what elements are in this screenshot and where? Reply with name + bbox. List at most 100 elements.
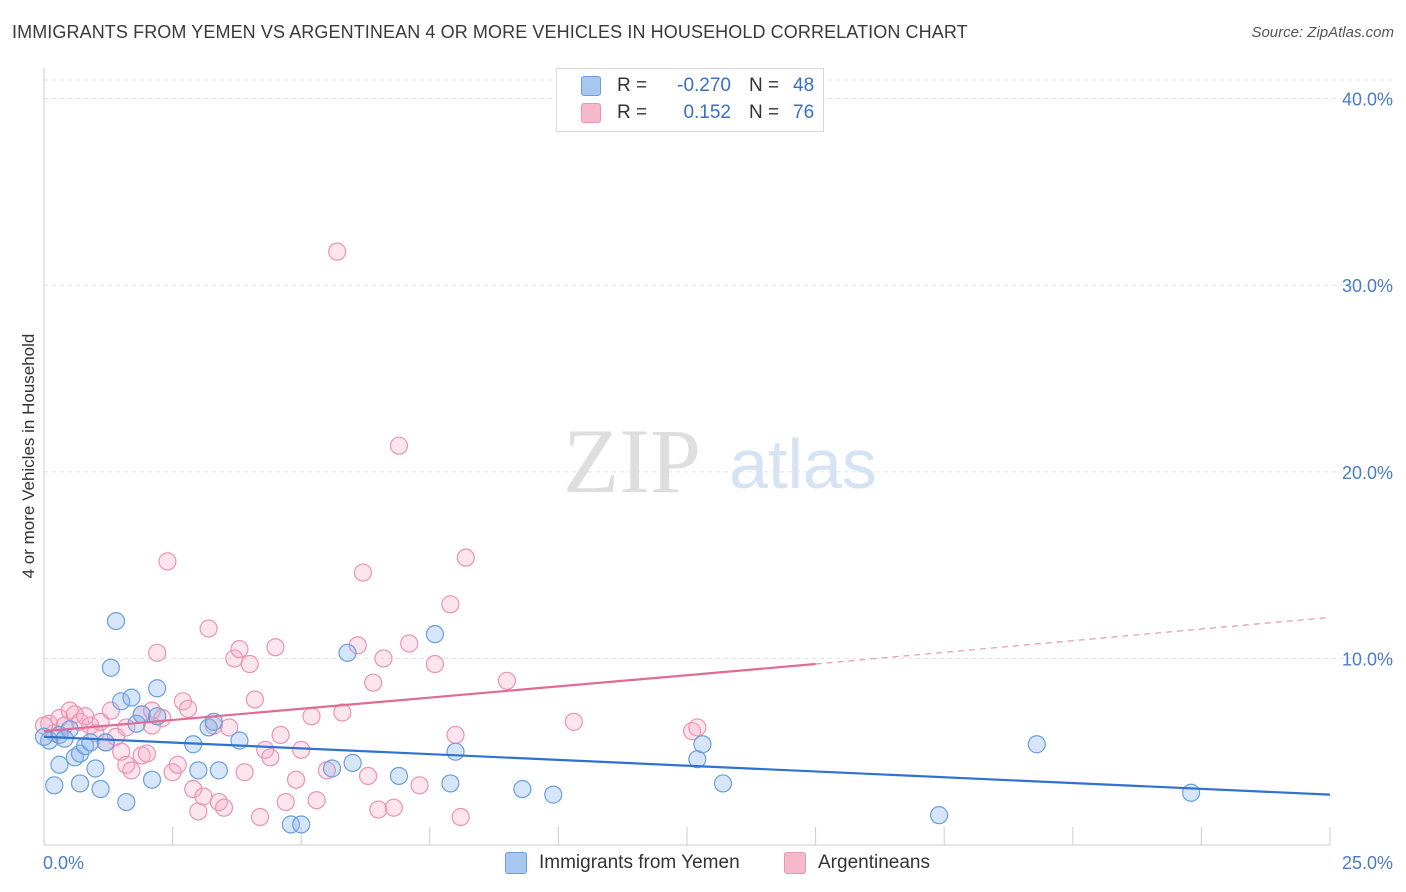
data-point [281, 815, 301, 834]
data-point [302, 707, 321, 726]
data-point [148, 679, 167, 698]
x-tick-label: 25.0% [1342, 853, 1393, 873]
data-point [261, 748, 280, 767]
data-point [132, 705, 151, 724]
data-point [50, 755, 69, 774]
data-point [199, 619, 218, 638]
data-point [292, 815, 311, 834]
legend-item-yemen: Immigrants from Yemen [505, 852, 740, 874]
legend-item-argentineans: Argentineans [784, 852, 930, 874]
data-point [122, 761, 141, 780]
data-point [929, 806, 949, 825]
data-point [148, 643, 167, 662]
data-point [338, 643, 357, 662]
data-point [137, 744, 156, 763]
legend-r-value-argentineans: 0.152 [683, 102, 731, 123]
data-point [194, 787, 213, 806]
data-point [400, 634, 419, 653]
data-point [1027, 735, 1046, 754]
legend-r-label: R = [617, 102, 648, 123]
data-point [410, 776, 429, 795]
data-point [106, 611, 126, 631]
data-point [425, 625, 445, 644]
data-point [184, 779, 203, 799]
trend-lines [43, 616, 1331, 796]
data-point [209, 761, 228, 780]
data-point [70, 712, 90, 731]
grid-lines [44, 79, 1392, 659]
y-tick-labels: 10.0% 20.0% 30.0% 40.0% [1342, 90, 1393, 670]
data-point [45, 776, 64, 795]
data-point [199, 718, 218, 737]
data-point [389, 766, 409, 786]
data-point [276, 792, 295, 812]
watermark-zip: ZIP [563, 410, 701, 512]
trend-line-argentineans-extension [815, 616, 1331, 665]
y-axis-label: 4 or more Vehicles in Household [19, 334, 38, 579]
legend-label-yemen: Immigrants from Yemen [539, 852, 740, 873]
data-point [101, 658, 120, 677]
data-point [178, 699, 198, 718]
trend-line-argentineans [43, 662, 816, 733]
data-point [214, 798, 234, 817]
data-point [86, 723, 105, 743]
data-point [117, 755, 136, 774]
data-point [230, 639, 249, 659]
data-point [86, 759, 105, 778]
data-point [688, 718, 707, 737]
y-tick-label: 20.0% [1342, 463, 1393, 483]
data-point [271, 725, 290, 745]
data-point [364, 673, 383, 692]
data-point [235, 763, 254, 782]
data-point [70, 774, 90, 793]
data-point [343, 753, 362, 773]
data-point [189, 761, 208, 780]
axes [43, 68, 1331, 846]
data-point [96, 733, 115, 752]
data-point [513, 779, 532, 799]
legend-swatch-argentineans [581, 103, 601, 123]
data-point [358, 766, 378, 786]
data-point [240, 654, 259, 674]
data-point [158, 552, 177, 571]
data-point [209, 792, 228, 812]
legend-swatch-yemen [505, 852, 527, 874]
y-tick-label: 10.0% [1342, 649, 1393, 669]
data-point [117, 792, 136, 812]
series-argentineans [34, 242, 707, 827]
data-point [456, 548, 475, 567]
legend-n-label: N = [749, 75, 780, 96]
data-point [91, 779, 110, 799]
legend-row-argentineans: R = 0.152 N = 76 [581, 100, 814, 126]
data-point [369, 800, 388, 819]
x-tick-label: 0.0% [43, 853, 84, 873]
legend-r-value-yemen: -0.270 [677, 75, 731, 96]
data-point [441, 595, 460, 614]
y-tick-label: 40.0% [1342, 90, 1393, 110]
legend-r-label: R = [617, 75, 648, 96]
data-point [81, 733, 100, 752]
data-point [122, 688, 141, 707]
data-point [168, 755, 187, 774]
data-point [353, 563, 373, 582]
data-point [374, 649, 393, 668]
legend-row-yemen: R = -0.270 N = 48 [581, 73, 814, 99]
legend-n-value-yemen: 48 [793, 75, 815, 96]
data-point [425, 654, 445, 674]
data-point [333, 703, 352, 722]
data-point [564, 712, 583, 731]
data-point [292, 740, 311, 759]
chart-title: IMMIGRANTS FROM YEMEN VS ARGENTINEAN 4 O… [12, 22, 968, 42]
data-point [307, 791, 326, 810]
legend-n-label: N = [749, 102, 780, 123]
data-point [348, 636, 367, 655]
x-tick-labels: 0.0% 25.0% [43, 853, 1393, 873]
data-point [1182, 783, 1201, 802]
legend-swatch-argentineans [784, 852, 806, 874]
data-point [451, 807, 470, 827]
data-point [250, 807, 270, 827]
legend-n-value-argentineans: 76 [793, 102, 815, 123]
data-point [142, 770, 162, 789]
data-point [266, 638, 285, 657]
